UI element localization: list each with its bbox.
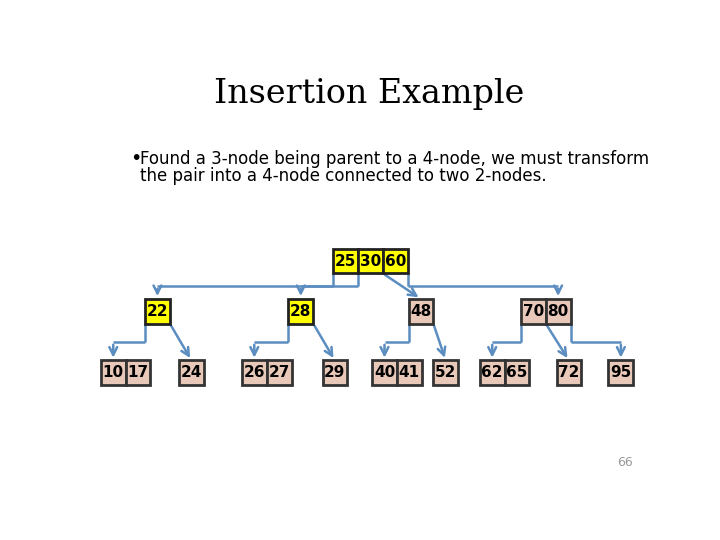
Text: 60: 60: [384, 254, 406, 268]
Bar: [397, 361, 422, 385]
Bar: [480, 361, 505, 385]
Text: 30: 30: [360, 254, 381, 268]
Bar: [289, 299, 313, 323]
Text: 28: 28: [290, 303, 312, 319]
Bar: [145, 299, 170, 323]
Text: 95: 95: [611, 365, 631, 380]
Bar: [126, 361, 150, 385]
Text: 26: 26: [243, 365, 265, 380]
Text: 29: 29: [324, 365, 346, 380]
Bar: [546, 299, 570, 323]
Text: 72: 72: [558, 365, 580, 380]
Text: 17: 17: [127, 365, 148, 380]
Bar: [505, 361, 529, 385]
Bar: [521, 299, 546, 323]
Bar: [323, 361, 347, 385]
Bar: [608, 361, 634, 385]
Bar: [383, 249, 408, 273]
Bar: [358, 249, 383, 273]
Text: 62: 62: [482, 365, 503, 380]
Text: 65: 65: [506, 365, 528, 380]
Text: 25: 25: [335, 254, 356, 268]
Text: 10: 10: [103, 365, 124, 380]
Text: •: •: [130, 150, 142, 168]
Bar: [333, 249, 358, 273]
Bar: [101, 361, 126, 385]
Text: 40: 40: [374, 365, 395, 380]
Text: 80: 80: [547, 303, 569, 319]
Text: 27: 27: [269, 365, 289, 380]
Bar: [557, 361, 581, 385]
Text: 48: 48: [410, 303, 431, 319]
Text: 41: 41: [399, 365, 420, 380]
Text: 22: 22: [147, 303, 168, 319]
Bar: [266, 361, 292, 385]
Bar: [242, 361, 266, 385]
Text: 70: 70: [523, 303, 544, 319]
Text: 52: 52: [435, 365, 456, 380]
Bar: [433, 361, 458, 385]
Text: Found a 3-node being parent to a 4-node, we must transform: Found a 3-node being parent to a 4-node,…: [140, 150, 649, 167]
Text: Insertion Example: Insertion Example: [214, 78, 524, 110]
Text: 66: 66: [617, 456, 632, 469]
Bar: [372, 361, 397, 385]
Text: 24: 24: [181, 365, 202, 380]
Bar: [179, 361, 204, 385]
Text: the pair into a 4-node connected to two 2-nodes.: the pair into a 4-node connected to two …: [140, 167, 547, 185]
Bar: [408, 299, 433, 323]
